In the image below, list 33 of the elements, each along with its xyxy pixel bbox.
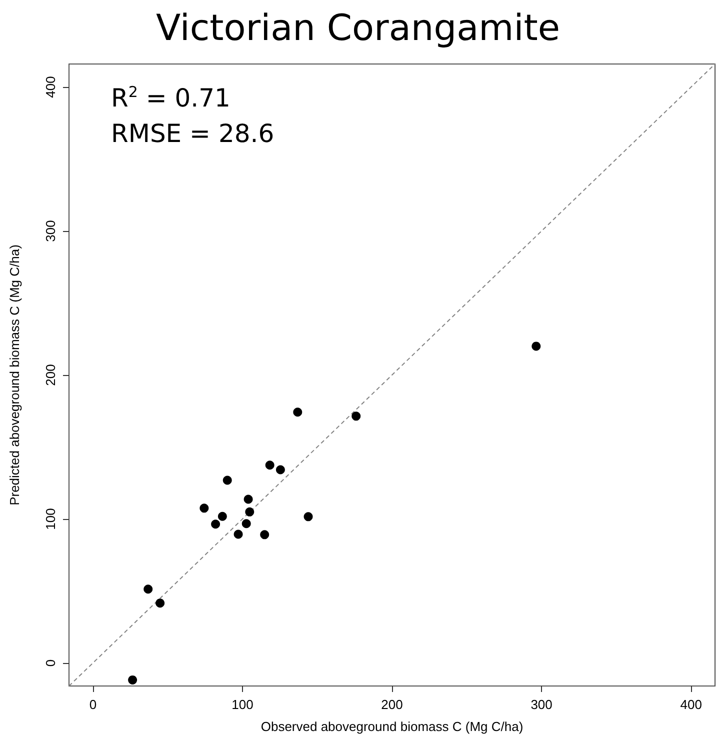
y-tick-label: 400 [43,76,58,98]
point [218,512,227,521]
y-tick-label: 200 [43,364,58,386]
point [265,460,274,470]
point [144,584,153,594]
point [532,342,541,351]
x-tick-label: 400 [680,697,702,712]
x-tick-label: 300 [530,697,552,712]
point [222,476,232,485]
point [242,519,251,528]
point [156,598,165,608]
y-tick-label: 0 [43,659,58,667]
y-axis-title: Predicted aboveground biomass C (Mg C/ha) [7,244,22,506]
x-tick-label: 0 [89,697,97,712]
x-tick-label: 200 [381,697,403,712]
point [128,675,138,684]
point [234,530,243,539]
point [200,504,209,513]
annotation: RMSE = 28.6 [111,118,274,150]
point [245,507,254,516]
point [276,465,285,474]
y-tick-label: 300 [43,220,58,242]
annotation: R$^{2}$ = 0.71 [111,82,232,114]
point [304,512,313,522]
y-tick-label: 100 [43,508,58,530]
point [211,520,220,529]
chart-title: Victorian Corangamite [155,8,561,49]
x-axis-title: Observed aboveground biomass C (Mg C/ha) [260,719,524,734]
point [244,494,253,504]
point [352,412,361,421]
point [260,530,270,540]
x-tick-label: 100 [232,697,254,712]
point [293,408,302,417]
